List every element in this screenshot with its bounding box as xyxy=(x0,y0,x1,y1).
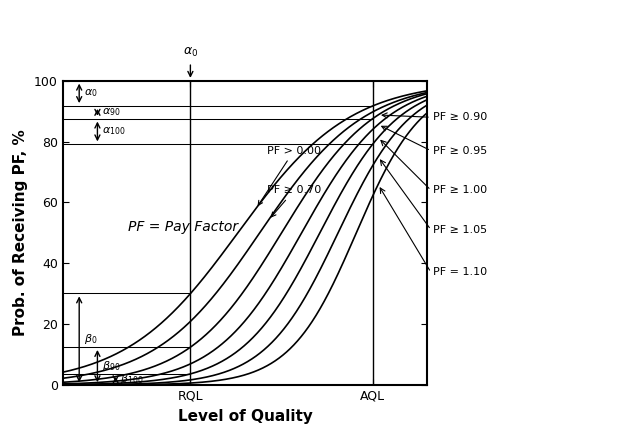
Text: PF = Pay Factor: PF = Pay Factor xyxy=(128,220,239,234)
Text: PF ≥ 0.95: PF ≥ 0.95 xyxy=(433,146,487,156)
Y-axis label: Prob. of Receiving PF, %: Prob. of Receiving PF, % xyxy=(13,129,28,336)
X-axis label: Level of Quality: Level of Quality xyxy=(178,409,313,423)
Text: $\beta_0$: $\beta_0$ xyxy=(84,332,97,346)
Text: $\alpha_{100}$: $\alpha_{100}$ xyxy=(102,125,126,137)
Text: PF ≥ 0.90: PF ≥ 0.90 xyxy=(433,112,487,122)
Text: $\alpha_0$: $\alpha_0$ xyxy=(183,46,198,76)
Text: PF ≥ 1.00: PF ≥ 1.00 xyxy=(433,185,487,195)
Text: PF > 0.00: PF > 0.00 xyxy=(258,146,321,205)
Text: $\beta_{90}$: $\beta_{90}$ xyxy=(102,359,121,373)
Text: $\alpha_0$: $\alpha_0$ xyxy=(84,87,97,99)
Text: PF ≥ 0.70: PF ≥ 0.70 xyxy=(267,185,321,217)
Text: PF = 1.10: PF = 1.10 xyxy=(433,267,487,277)
Text: $\alpha_{90}$: $\alpha_{90}$ xyxy=(102,107,121,118)
Text: PF ≥ 1.05: PF ≥ 1.05 xyxy=(433,225,487,235)
Text: $\beta_{100}$: $\beta_{100}$ xyxy=(121,372,144,386)
